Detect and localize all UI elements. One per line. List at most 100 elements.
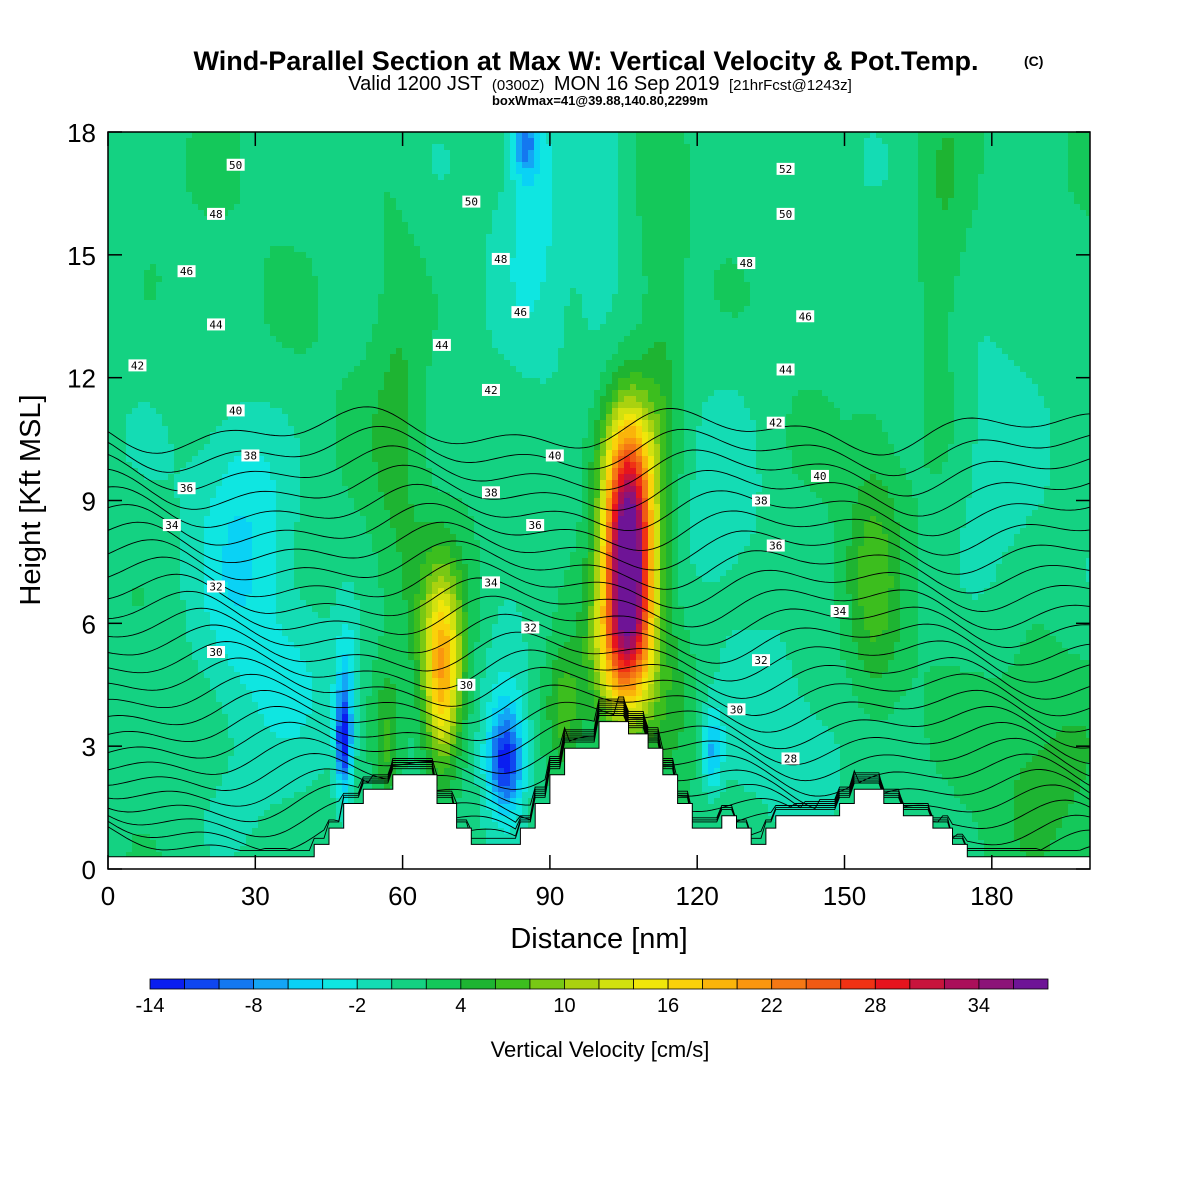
velocity-cell — [336, 552, 343, 559]
velocity-cell — [204, 732, 211, 739]
velocity-cell — [186, 552, 193, 559]
velocity-cell — [120, 738, 127, 745]
velocity-cell — [342, 204, 349, 211]
velocity-cell — [264, 330, 271, 337]
velocity-cell — [108, 450, 115, 457]
velocity-cell — [186, 294, 193, 301]
velocity-cell — [300, 372, 307, 379]
velocity-cell — [210, 504, 217, 511]
velocity-cell — [270, 348, 277, 355]
velocity-cell — [174, 210, 181, 217]
velocity-cell — [180, 510, 187, 517]
velocity-cell — [228, 378, 235, 385]
velocity-cell — [192, 402, 199, 409]
velocity-cell — [240, 330, 247, 337]
velocity-cell — [306, 426, 313, 433]
velocity-cell — [276, 180, 283, 187]
velocity-cell — [228, 654, 235, 661]
velocity-cell — [108, 786, 115, 793]
velocity-cell — [204, 132, 211, 139]
velocity-cell — [300, 228, 307, 235]
velocity-cell — [198, 306, 205, 313]
velocity-cell — [120, 618, 127, 625]
velocity-cell — [324, 672, 331, 679]
velocity-cell — [282, 660, 289, 667]
velocity-cell — [126, 420, 133, 427]
velocity-cell — [132, 576, 139, 583]
velocity-cell — [312, 612, 319, 619]
velocity-cell — [318, 522, 325, 529]
velocity-cell — [138, 774, 145, 781]
velocity-cell — [228, 780, 235, 787]
velocity-cell — [120, 258, 127, 265]
velocity-cell — [126, 714, 133, 721]
velocity-cell — [156, 204, 163, 211]
velocity-cell — [258, 450, 265, 457]
velocity-cell — [150, 246, 157, 253]
velocity-cell — [108, 270, 115, 277]
velocity-cell — [348, 246, 355, 253]
velocity-cell — [264, 342, 271, 349]
velocity-cell — [336, 132, 343, 139]
velocity-cell — [270, 570, 277, 577]
velocity-cell — [186, 240, 193, 247]
velocity-cell — [318, 336, 325, 343]
velocity-cell — [132, 450, 139, 457]
velocity-cell — [228, 168, 235, 175]
velocity-cell — [348, 372, 355, 379]
velocity-cell — [300, 300, 307, 307]
velocity-cell — [276, 714, 283, 721]
velocity-cell — [288, 150, 295, 157]
velocity-cell — [126, 834, 133, 841]
velocity-cell — [174, 324, 181, 331]
velocity-cell — [108, 828, 115, 835]
velocity-cell — [126, 612, 133, 619]
velocity-cell — [222, 582, 229, 589]
velocity-cell — [186, 414, 193, 421]
velocity-cell — [108, 330, 115, 337]
velocity-cell — [252, 162, 259, 169]
velocity-cell — [186, 540, 193, 547]
velocity-cell — [186, 198, 193, 205]
velocity-cell — [150, 492, 157, 499]
velocity-cell — [312, 624, 319, 631]
velocity-cell — [306, 756, 313, 763]
velocity-cell — [180, 210, 187, 217]
velocity-cell — [198, 498, 205, 505]
velocity-cell — [246, 420, 253, 427]
velocity-cell — [318, 840, 325, 847]
velocity-cell — [156, 606, 163, 613]
velocity-cell — [186, 432, 193, 439]
velocity-cell — [150, 222, 157, 229]
velocity-cell — [294, 330, 301, 337]
velocity-cell — [246, 300, 253, 307]
velocity-cell — [336, 762, 343, 769]
velocity-cell — [120, 522, 127, 529]
velocity-cell — [324, 540, 331, 547]
velocity-cell — [228, 456, 235, 463]
velocity-cell — [204, 528, 211, 535]
velocity-cell — [168, 786, 175, 793]
velocity-cell — [300, 312, 307, 319]
velocity-cell — [198, 492, 205, 499]
velocity-cell — [156, 192, 163, 199]
velocity-cell — [138, 654, 145, 661]
velocity-cell — [156, 816, 163, 823]
velocity-cell — [258, 762, 265, 769]
velocity-cell — [342, 342, 349, 349]
velocity-cell — [300, 852, 307, 859]
velocity-cell — [246, 546, 253, 553]
velocity-cell — [168, 378, 175, 385]
velocity-cell — [270, 840, 277, 847]
velocity-cell — [240, 816, 247, 823]
velocity-cell — [228, 648, 235, 655]
velocity-cell — [276, 420, 283, 427]
velocity-cell — [324, 288, 331, 295]
velocity-cell — [222, 588, 229, 595]
velocity-cell — [228, 450, 235, 457]
velocity-cell — [132, 684, 139, 691]
velocity-cell — [342, 378, 349, 385]
velocity-cell — [288, 312, 295, 319]
velocity-cell — [246, 288, 253, 295]
velocity-cell — [306, 396, 313, 403]
